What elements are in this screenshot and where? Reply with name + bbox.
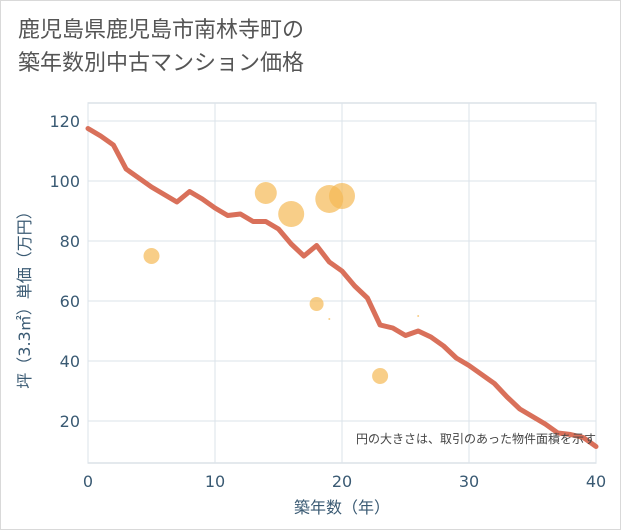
trend-line xyxy=(85,126,599,449)
bubbles xyxy=(143,182,420,384)
bubble xyxy=(328,318,331,320)
bubble xyxy=(254,182,277,204)
bubble-size-note: 円の大きさは、取引のあった物件面積を示す xyxy=(356,431,596,446)
grid-lines xyxy=(87,103,597,463)
x-tick-label: 0 xyxy=(83,472,93,491)
bubble xyxy=(309,297,324,311)
chart-title-line2: 築年数別中古マンション価格 xyxy=(18,51,305,76)
y-tick-label: 120 xyxy=(49,112,80,131)
axis-ticks: 0 10 20 30 40 20 40 60 80 100 120 xyxy=(49,112,606,491)
bubble xyxy=(329,183,355,209)
x-tick-label: 30 xyxy=(459,472,479,491)
x-axis-label: 築年数（年） xyxy=(294,498,390,517)
x-tick-label: 40 xyxy=(586,472,606,491)
bubble xyxy=(417,315,420,317)
bubble xyxy=(143,248,160,264)
y-tick-label: 100 xyxy=(49,172,80,191)
chart-title-line1: 鹿児島県鹿児島市南林寺町の xyxy=(18,18,305,43)
chart-title: 鹿児島県鹿児島市南林寺町の 築年数別中古マンション価格 xyxy=(18,14,304,80)
bubble xyxy=(278,201,305,227)
y-tick-label: 20 xyxy=(60,412,80,431)
x-tick-label: 10 xyxy=(205,472,225,491)
x-tick-label: 20 xyxy=(332,472,352,491)
y-axis-label: 坪（3.3㎡）単価（万円） xyxy=(15,203,34,388)
y-tick-label: 40 xyxy=(60,352,80,371)
y-tick-label: 80 xyxy=(60,232,80,251)
bubble xyxy=(372,368,389,384)
y-tick-label: 60 xyxy=(60,292,80,311)
